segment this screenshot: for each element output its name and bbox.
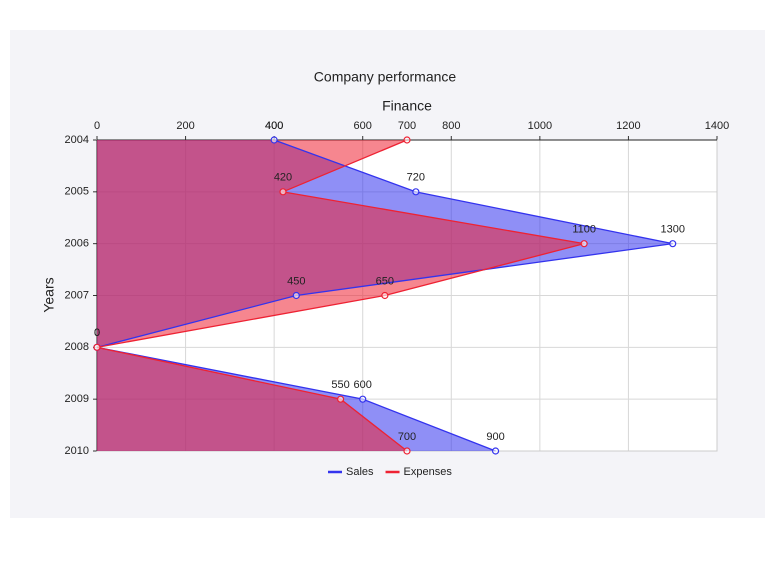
y-axis-title: Years [41, 277, 57, 312]
x-tick-label: 400 [265, 120, 283, 132]
legend-label: Expenses [404, 466, 453, 478]
x-tick-label: 1000 [528, 120, 552, 132]
data-label: 1300 [660, 224, 684, 236]
y-tick-label: 2009 [65, 393, 89, 405]
data-point [669, 240, 677, 248]
data-label: 720 [407, 172, 425, 184]
x-tick-label: 200 [176, 120, 194, 132]
data-point [359, 395, 367, 403]
x-tick-label: 1400 [705, 120, 729, 132]
data-label: 700 [398, 120, 416, 132]
x-tick-label: 1200 [616, 120, 640, 132]
legend-label: Sales [346, 466, 374, 478]
chart-title: Company performance [314, 69, 457, 85]
y-tick-label: 2004 [65, 134, 89, 146]
data-label: 700 [398, 431, 416, 443]
data-point [580, 240, 588, 248]
x-tick-label: 600 [354, 120, 372, 132]
data-point [491, 447, 500, 455]
data-point [292, 291, 300, 300]
legend-item[interactable]: Sales [328, 466, 374, 478]
data-label: 550 [331, 379, 349, 391]
legend-item[interactable]: Expenses [385, 466, 453, 478]
data-label: 900 [486, 431, 504, 443]
data-point [279, 188, 287, 196]
y-tick-label: 2008 [65, 341, 89, 353]
data-point [381, 291, 389, 300]
y-tick-label: 2007 [65, 289, 89, 301]
data-point [412, 188, 420, 196]
data-label: 0 [94, 327, 100, 339]
y-tick-label: 2010 [65, 445, 89, 457]
data-point [403, 447, 411, 455]
data-point [403, 136, 411, 144]
y-tick-label: 2005 [65, 186, 89, 198]
data-label: 0 [94, 327, 100, 339]
x-axis-title: Finance [382, 98, 432, 114]
data-label: 600 [354, 379, 372, 391]
data-point [93, 343, 101, 351]
data-label: 1100 [572, 224, 596, 236]
x-tick-label: 800 [442, 120, 460, 132]
plot-layer: 0 200 400 600 800 1000 1200 1400 2004 2005 2006 200… [65, 120, 730, 457]
data-label: 400 [265, 120, 283, 132]
data-point [270, 136, 278, 144]
data-label: 420 [274, 172, 292, 184]
y-tick-label: 2006 [65, 238, 89, 250]
data-point [336, 395, 345, 403]
x-tick-label: 0 [94, 120, 100, 132]
data-label: 650 [376, 275, 394, 287]
data-label: 450 [287, 275, 305, 287]
